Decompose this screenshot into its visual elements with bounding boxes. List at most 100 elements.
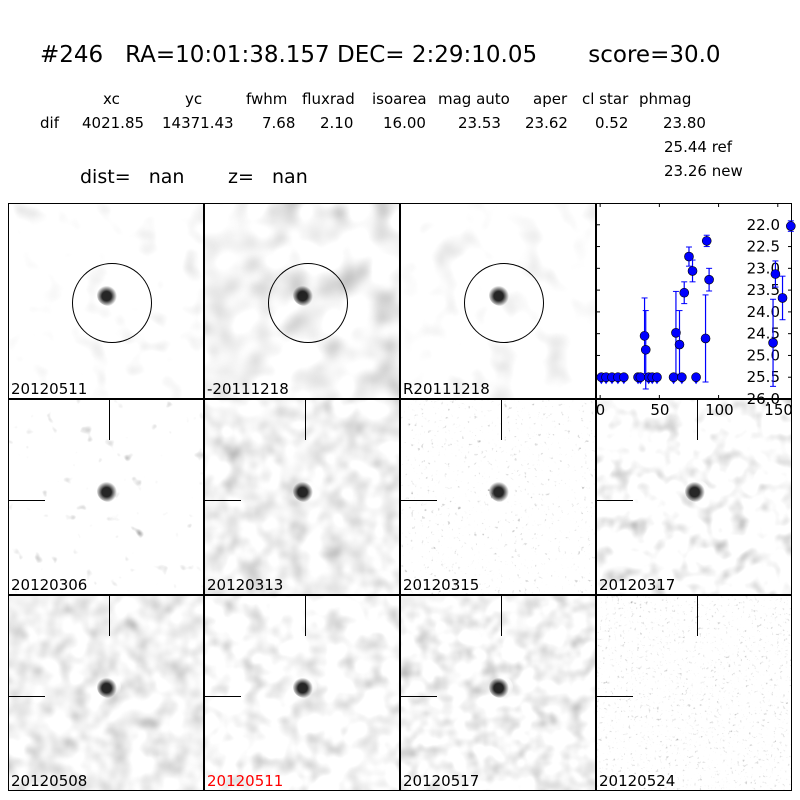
x-tick-label: 100 [705, 401, 734, 419]
stamp-date-label: 20120508 [11, 772, 88, 790]
col-cl-star: cl star [582, 90, 629, 108]
aperture-circle [72, 263, 152, 343]
col-aper: aper [533, 90, 568, 108]
y-tick-label: 22.5 [747, 238, 780, 256]
val-yc: 14371.43 [162, 114, 234, 132]
y-tick-label: 26.0 [747, 390, 780, 408]
crosshair-horizontal [401, 696, 437, 698]
source-blob [489, 676, 513, 698]
detection-point [770, 269, 781, 279]
source-blob [293, 480, 317, 502]
image-stamp: 20120511 [8, 203, 204, 399]
detection-point [674, 339, 685, 350]
detection-point [786, 221, 796, 231]
image-stamp: 20120306 [8, 399, 204, 595]
aperture-circle [268, 263, 348, 343]
detection-point [684, 251, 694, 262]
y-tick-label: 24.0 [747, 303, 780, 321]
crosshair-horizontal [597, 500, 633, 502]
stamp-date-label: 20120524 [599, 772, 676, 790]
crosshair-vertical [305, 400, 307, 440]
image-stamp: 20120313 [204, 399, 400, 595]
val-aper: 23.62 [525, 114, 568, 132]
stamp-noise [597, 596, 791, 790]
upper-limit-point [619, 372, 629, 383]
detection-point [687, 266, 698, 276]
stamp-date-label: R20111218 [403, 380, 490, 398]
col-fluxrad: fluxrad [302, 90, 355, 108]
crosshair-vertical [697, 596, 699, 636]
source-blob [293, 676, 317, 698]
light-curve-plot: 22.022.523.023.524.024.525.025.526.0 [596, 203, 796, 408]
x-tick-label: 0 [595, 401, 606, 419]
x-tick-label: 150 [764, 401, 793, 419]
stamp-date-label: 20120306 [11, 576, 88, 594]
y-tick-label: 25.0 [747, 346, 780, 364]
source-blob [685, 480, 709, 502]
crosshair-horizontal [205, 696, 241, 698]
upper-limit-point [652, 372, 662, 383]
crosshair-vertical [697, 400, 699, 440]
candidate-title: #246 RA=10:01:38.157 DEC= 2:29:10.05 sco… [40, 42, 721, 68]
image-stamp: R20111218 [400, 203, 596, 399]
detection-point [768, 338, 778, 348]
stamp-date-label: 20120315 [403, 576, 480, 594]
aperture-circle [464, 263, 544, 343]
val-isoarea: 16.00 [383, 114, 426, 132]
upper-limit-point [691, 372, 701, 383]
y-tick-label: 24.5 [747, 325, 780, 343]
val-fwhm: 7.68 [262, 114, 296, 132]
crosshair-horizontal [205, 500, 241, 502]
z-value: z= nan [228, 166, 308, 188]
col-yc: yc [185, 90, 203, 108]
source-blob [97, 480, 121, 502]
stamp-date-label: 20120511 [207, 772, 284, 790]
stamp-date-label: 20120317 [599, 576, 676, 594]
source-blob [489, 480, 513, 502]
image-stamp: 20120517 [400, 595, 596, 791]
y-tick-label: 23.5 [747, 281, 780, 299]
col-xc: xc [103, 90, 120, 108]
detection-point [700, 333, 711, 344]
plot-frame [596, 203, 792, 399]
image-stamp: 20120508 [8, 595, 204, 791]
crosshair-vertical [109, 596, 111, 636]
image-stamp: 20120317 [596, 399, 792, 595]
image-stamp: -20111218 [204, 203, 400, 399]
y-tick-label: 25.5 [747, 368, 780, 386]
val-xc: 4021.85 [82, 114, 145, 132]
crosshair-horizontal [401, 500, 437, 502]
stamp-date-label: -20111218 [207, 380, 289, 398]
source-blob [97, 676, 121, 698]
stamp-date-label: 20120511 [11, 380, 88, 398]
stamp-date-label: 20120517 [403, 772, 480, 790]
upper-limit-point [677, 372, 687, 383]
col-fwhm: fwhm [246, 90, 288, 108]
new-mag: 23.26 new [664, 162, 743, 180]
crosshair-vertical [501, 400, 503, 440]
val-mag-auto: 23.53 [458, 114, 501, 132]
col-isoarea: isoarea [372, 90, 427, 108]
crosshair-horizontal [9, 696, 45, 698]
detection-point [704, 274, 714, 285]
crosshair-vertical [305, 596, 307, 636]
y-tick-label: 22.0 [747, 216, 780, 234]
image-stamp: 20120524 [596, 595, 792, 791]
image-stamp: 20120511 [204, 595, 400, 791]
crosshair-vertical [109, 400, 111, 440]
col-mag-auto: mag auto [438, 90, 510, 108]
detection-point [639, 331, 650, 341]
stamp-date-label: 20120313 [207, 576, 284, 594]
detection-point [777, 293, 788, 303]
val-phmag: 23.80 [663, 114, 706, 132]
x-tick-label: 50 [650, 401, 670, 419]
crosshair-horizontal [597, 696, 633, 698]
image-stamp: 20120315 [400, 399, 596, 595]
crosshair-horizontal [9, 500, 45, 502]
detection-point [640, 344, 651, 355]
detection-point [701, 236, 712, 246]
col-phmag: phmag [639, 90, 692, 108]
ref-mag: 25.44 ref [664, 138, 733, 156]
dist-value: dist= nan [80, 166, 185, 188]
